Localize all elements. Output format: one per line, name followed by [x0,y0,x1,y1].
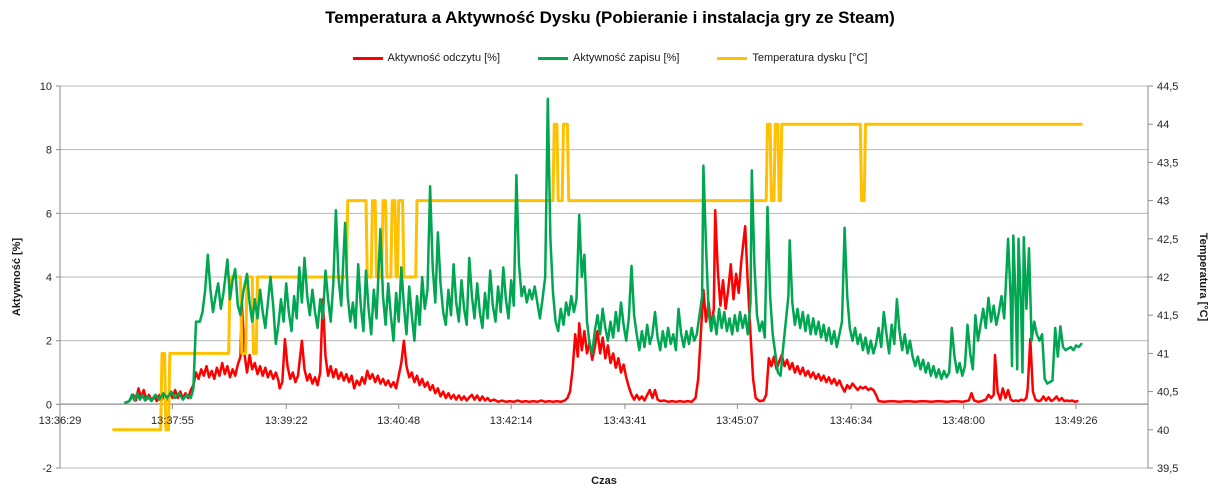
axes-layer [56,85,1153,469]
legend-label-temp: Temperatura dysku [°C] [752,52,868,64]
y-right-tick-label: 42 [1157,272,1169,284]
x-axis-title: Czas [591,475,617,487]
write-series-swatch [538,56,569,60]
y-right-tick-label: 42,5 [1157,234,1178,246]
x-tick-label: 13:40:48 [377,415,420,427]
y-left-tick-label: 2 [46,336,52,348]
y-right-axis-title: Temperatura [°C] [1197,233,1209,322]
y-left-tick-label: 6 [46,208,52,220]
x-tick-label: 13:36:29 [39,415,82,427]
series-line-0 [124,208,1079,404]
y-right-tick-label: 43 [1157,196,1169,208]
legend-item-read: Aktywność odczytu [%] [352,52,501,64]
chart-title: Temperatura a Aktywność Dysku (Pobierani… [325,8,895,27]
temp-series-swatch [717,56,748,60]
x-tick-label: 13:39:22 [265,415,308,427]
y-right-tick-label: 44,5 [1157,81,1178,93]
legend-label-read: Aktywność odczytu [%] [387,52,501,64]
y-left-axis-title: Aktywność [%] [11,238,23,317]
x-tick-label: 13:37:55 [151,415,194,427]
x-tick-label: 13:46:34 [830,415,873,427]
y-right-tick-label: 44 [1157,119,1169,131]
axis-labels-layer: 1086420-244,54443,54342,54241,54140,5403… [39,81,1179,475]
y-right-tick-label: 41 [1157,348,1169,360]
legend: Aktywność odczytu [%] Aktywność zapisu [… [0,52,1220,64]
y-left-tick-label: 8 [46,145,52,157]
y-left-tick-label: -2 [42,463,52,475]
y-left-tick-label: 0 [46,399,52,411]
y-left-tick-label: 10 [40,81,52,93]
series-layer [112,97,1083,432]
y-right-tick-label: 40,5 [1157,387,1178,399]
x-tick-label: 13:49:26 [1055,415,1098,427]
legend-item-temp: Temperatura dysku [°C] [717,52,867,64]
gridlines-layer [60,85,1148,469]
y-right-tick-label: 43,5 [1157,157,1178,169]
series-line-1 [124,97,1083,404]
x-tick-label: 13:48:00 [942,415,985,427]
legend-label-write: Aktywność zapisu [%] [573,52,680,64]
y-right-tick-label: 41,5 [1157,310,1178,322]
x-tick-label: 13:43:41 [604,415,647,427]
x-tick-label: 13:45:07 [716,415,759,427]
series-line-2 [112,122,1083,432]
y-left-tick-label: 4 [46,272,52,284]
x-tick-label: 13:42:14 [490,415,533,427]
read-series-swatch [352,56,383,60]
y-right-tick-label: 39,5 [1157,463,1178,475]
legend-item-write: Aktywność zapisu [%] [538,52,679,64]
y-right-tick-label: 40 [1157,425,1169,437]
